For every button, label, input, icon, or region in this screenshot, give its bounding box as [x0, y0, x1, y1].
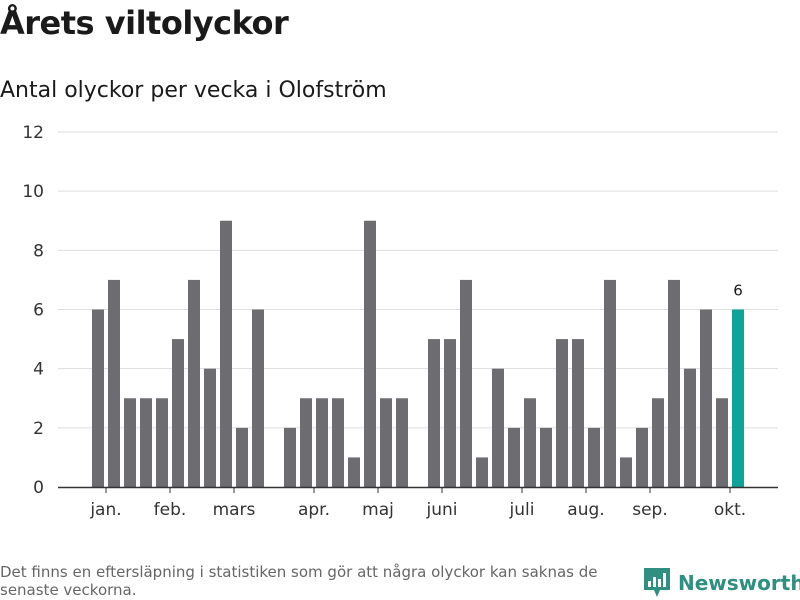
bar [636, 427, 648, 487]
bar [140, 398, 152, 487]
bar [156, 398, 168, 487]
bar [492, 368, 504, 487]
brand-name: Newsworthy [678, 571, 800, 595]
bar [284, 427, 296, 487]
x-tick-label: apr. [298, 500, 330, 520]
bar [124, 398, 136, 487]
y-tick-label: 0 [33, 478, 44, 498]
bar-chart: 0 2 4 6 8 10 12 jan. feb. mars apr. maj juni juli aug… [22, 123, 778, 520]
bar [300, 398, 312, 487]
footnote: Det finns en eftersläpning i statistiken… [0, 563, 598, 599]
x-tick-label: aug. [567, 500, 604, 520]
y-tick-label: 4 [33, 360, 44, 380]
bar [364, 220, 376, 487]
bar [220, 220, 232, 487]
x-tick-label: sep. [632, 500, 668, 520]
bar [476, 457, 488, 487]
x-tick-label: mars [213, 500, 256, 520]
y-tick-label: 10 [22, 182, 44, 202]
bar [380, 398, 392, 487]
brand-logo: Newsworthy [644, 566, 800, 600]
bar [572, 339, 584, 487]
x-tick-label: jan. [89, 500, 121, 520]
bar [316, 398, 328, 487]
bar [92, 309, 104, 487]
bar [668, 279, 680, 487]
bar [236, 427, 248, 487]
bar [652, 398, 664, 487]
bar [204, 368, 216, 487]
bar [508, 427, 520, 487]
bar [348, 457, 360, 487]
bar [700, 309, 712, 487]
bar [684, 368, 696, 487]
bar [188, 279, 200, 487]
bar [396, 398, 408, 487]
y-tick-label: 6 [33, 301, 44, 321]
bar [332, 398, 344, 487]
x-tick-label: juni [426, 500, 458, 520]
highlight-value-label: 6 [733, 282, 743, 300]
y-tick-label: 12 [22, 123, 44, 143]
bar [428, 339, 440, 487]
chart-bars-icon [644, 568, 670, 597]
chart-subtitle: Antal olyckor per vecka i Olofström [0, 78, 387, 103]
bar [588, 427, 600, 487]
y-axis-ticks: 0 2 4 6 8 10 12 [22, 123, 44, 498]
x-axis-ticks: jan. feb. mars apr. maj juni juli aug. sep. okt. [89, 487, 746, 520]
bar [716, 398, 728, 487]
x-tick-label: feb. [154, 500, 187, 520]
bar [172, 339, 184, 487]
bar [620, 457, 632, 487]
x-tick-label: maj [362, 500, 394, 520]
bar [460, 279, 472, 487]
bar [252, 309, 264, 487]
y-tick-label: 8 [33, 241, 44, 261]
y-tick-label: 2 [33, 419, 44, 439]
bar [444, 339, 456, 487]
bar [540, 427, 552, 487]
bar-highlighted [732, 309, 744, 487]
bar [108, 279, 120, 487]
chart-title: Årets viltolyckor [0, 4, 289, 42]
x-tick-label: okt. [714, 500, 746, 520]
bar [604, 279, 616, 487]
bar [524, 398, 536, 487]
bar [556, 339, 568, 487]
x-tick-label: juli [509, 500, 535, 520]
bars [92, 220, 744, 487]
